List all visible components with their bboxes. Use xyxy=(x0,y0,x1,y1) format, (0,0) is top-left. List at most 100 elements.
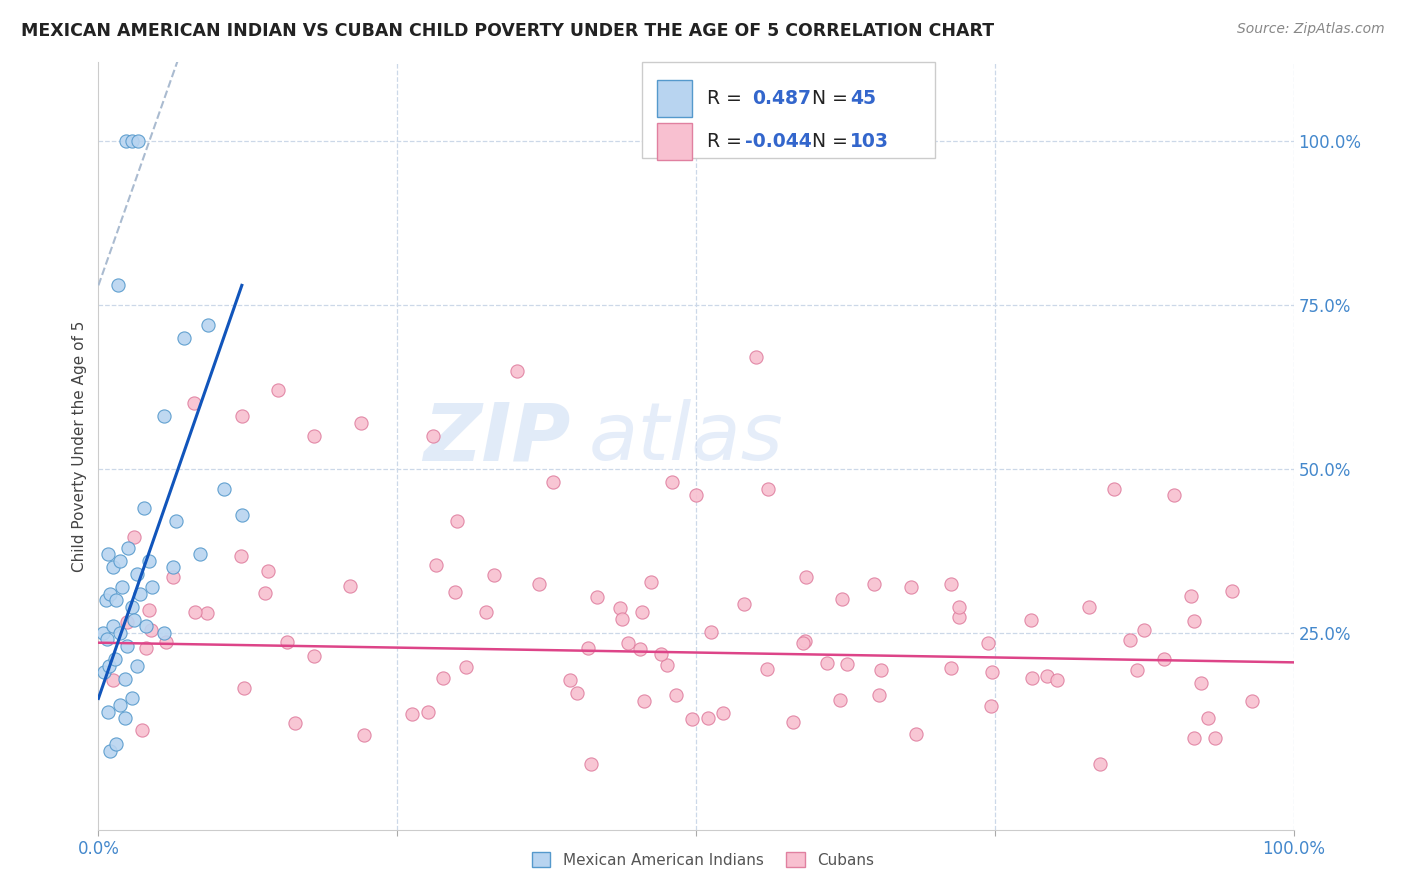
Point xyxy=(98,658,121,673)
Point xyxy=(630,605,652,619)
Point xyxy=(541,475,564,489)
Point xyxy=(183,605,205,619)
Point xyxy=(475,605,498,619)
Point xyxy=(91,625,114,640)
Point xyxy=(108,625,131,640)
Point xyxy=(101,619,124,633)
Point xyxy=(121,134,143,148)
Point xyxy=(94,593,117,607)
Point xyxy=(98,586,122,600)
Point xyxy=(443,585,465,599)
Text: 0.487: 0.487 xyxy=(752,89,811,108)
Point xyxy=(657,657,679,672)
Point xyxy=(1222,583,1244,598)
Point xyxy=(454,660,477,674)
Point xyxy=(131,723,153,737)
Point xyxy=(125,566,148,581)
Point xyxy=(115,639,138,653)
Text: MEXICAN AMERICAN INDIAN VS CUBAN CHILD POVERTY UNDER THE AGE OF 5 CORRELATION CH: MEXICAN AMERICAN INDIAN VS CUBAN CHILD P… xyxy=(21,22,994,40)
Point xyxy=(1118,633,1140,648)
Point xyxy=(231,409,253,424)
Point xyxy=(121,691,143,706)
Point xyxy=(139,624,162,638)
Point xyxy=(633,694,655,708)
Point xyxy=(1077,600,1099,615)
Point xyxy=(96,632,118,647)
Legend: Mexican American Indians, Cubans: Mexican American Indians, Cubans xyxy=(524,845,882,875)
Text: N =: N = xyxy=(811,89,853,108)
Text: -0.044: -0.044 xyxy=(745,132,811,151)
Point xyxy=(939,577,962,591)
Point xyxy=(1197,711,1219,725)
Point xyxy=(446,515,468,529)
Point xyxy=(284,715,307,730)
Point xyxy=(101,673,124,688)
Bar xyxy=(657,80,692,117)
Point xyxy=(1189,675,1212,690)
Point xyxy=(267,384,290,398)
Point xyxy=(506,363,529,377)
FancyBboxPatch shape xyxy=(643,62,935,158)
Point xyxy=(115,134,138,148)
Point xyxy=(756,662,779,676)
Point xyxy=(138,554,160,568)
Point xyxy=(576,640,599,655)
Point xyxy=(111,580,134,594)
Point xyxy=(254,586,277,600)
Point xyxy=(93,665,115,680)
Point xyxy=(129,586,152,600)
Point xyxy=(425,558,447,572)
Text: Source: ZipAtlas.com: Source: ZipAtlas.com xyxy=(1237,22,1385,37)
Text: 45: 45 xyxy=(851,89,876,108)
Point xyxy=(121,599,143,614)
Point xyxy=(105,737,128,751)
Point xyxy=(617,636,640,650)
Point xyxy=(1153,652,1175,666)
Point xyxy=(353,728,375,742)
Point xyxy=(1021,671,1043,685)
Point xyxy=(108,698,131,712)
Text: R =: R = xyxy=(707,89,748,108)
Point xyxy=(733,597,755,611)
Point xyxy=(794,633,817,648)
Point xyxy=(418,705,440,719)
Point xyxy=(558,673,581,687)
Point xyxy=(745,351,768,365)
Point xyxy=(905,727,928,741)
Point xyxy=(125,658,148,673)
Point xyxy=(135,619,157,633)
Y-axis label: Child Poverty Under the Age of 5: Child Poverty Under the Age of 5 xyxy=(72,320,87,572)
Text: R =: R = xyxy=(707,132,748,151)
Point xyxy=(276,635,298,649)
Point xyxy=(114,672,136,686)
Point xyxy=(153,625,176,640)
Point xyxy=(609,601,631,615)
Point xyxy=(141,580,163,594)
Point xyxy=(1241,694,1264,708)
Point xyxy=(1163,488,1185,502)
Point xyxy=(1019,613,1042,627)
Point xyxy=(432,671,454,685)
Point xyxy=(155,634,177,648)
Point xyxy=(122,530,145,544)
Point xyxy=(565,686,588,700)
Point xyxy=(197,318,219,332)
Point xyxy=(756,482,779,496)
Point xyxy=(153,409,176,424)
Point xyxy=(661,475,683,489)
Point xyxy=(302,429,325,443)
Point xyxy=(1088,756,1111,771)
Point xyxy=(165,515,187,529)
Point xyxy=(782,715,804,730)
Point xyxy=(980,698,1002,713)
Point xyxy=(212,482,235,496)
Point xyxy=(302,648,325,663)
Point xyxy=(869,663,891,677)
Point xyxy=(101,560,124,574)
Point xyxy=(422,429,444,443)
Point xyxy=(980,665,1002,679)
Point xyxy=(1180,589,1202,603)
Point xyxy=(107,278,129,293)
Point xyxy=(132,501,155,516)
Point xyxy=(1035,669,1057,683)
